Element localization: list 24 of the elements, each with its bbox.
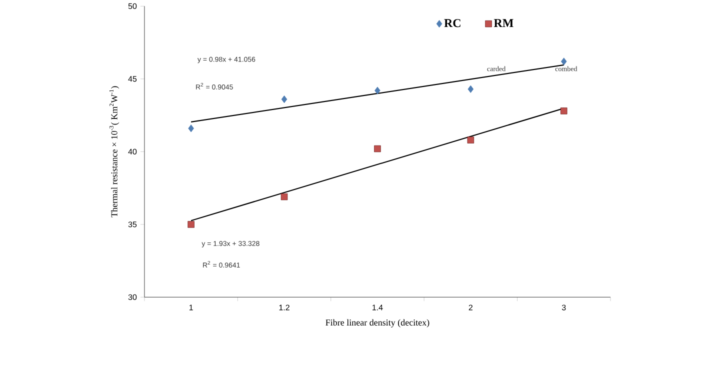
- y-axis-title: Thermal resistance × 10$^{-3}$( Km$^{2}$W$^{-1}$): [109, 86, 120, 218]
- point: [467, 136, 474, 144]
- y-tick-label: 45: [128, 76, 137, 82]
- x-tick-label: 1.2: [279, 304, 290, 310]
- x-tick-label: 1: [189, 304, 193, 310]
- point: [188, 221, 194, 228]
- legend-label: RM: [494, 19, 514, 28]
- y-tick-label: 30: [128, 294, 137, 300]
- legend-label: RC: [444, 19, 460, 28]
- x-tick-label: 2: [468, 304, 472, 310]
- point: [560, 58, 567, 66]
- point: [188, 124, 194, 132]
- x-tick-label: 1.4: [372, 304, 383, 310]
- point: [374, 86, 380, 95]
- x-tick-label: 3: [562, 304, 566, 311]
- point: [280, 194, 288, 200]
- point: [374, 146, 381, 152]
- x-axis-title: Fibre linear density (decitex): [326, 319, 430, 328]
- point: [281, 96, 288, 104]
- point: [560, 108, 568, 114]
- point: [468, 86, 474, 94]
- y-tick-label: 40: [128, 149, 137, 155]
- y-tick-label: 35: [128, 222, 137, 228]
- y-tick-label: 50: [128, 4, 137, 10]
